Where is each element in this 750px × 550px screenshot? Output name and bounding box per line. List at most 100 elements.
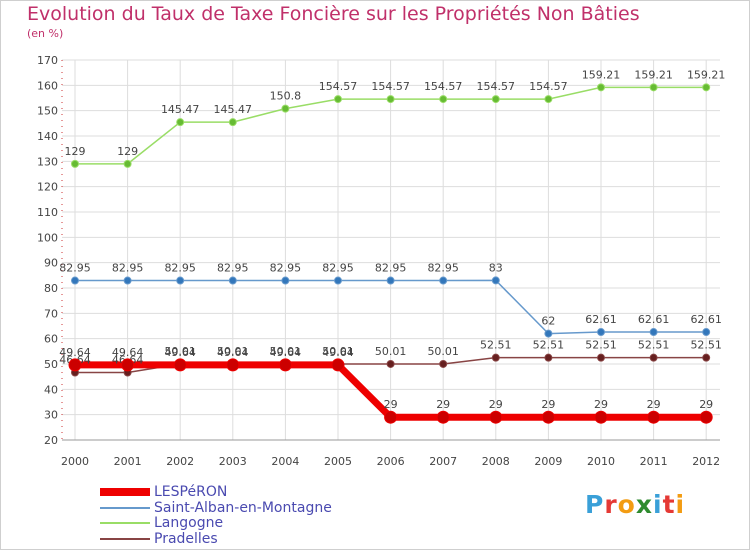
data-point	[71, 276, 79, 285]
data-point	[226, 358, 240, 372]
data-label: 82.95	[164, 262, 196, 275]
data-label: 82.95	[217, 262, 249, 275]
data-label: 82.95	[427, 262, 459, 275]
data-point	[702, 353, 711, 362]
data-label: 29	[647, 398, 661, 411]
data-point	[489, 410, 503, 424]
data-label: 49.64	[164, 346, 196, 359]
data-label: 49.64	[217, 346, 249, 359]
data-label: 49.64	[270, 346, 302, 359]
legend-item-saint-alban: Saint-Alban-en-Montagne	[100, 500, 332, 516]
data-point	[173, 358, 187, 372]
data-label: 145.47	[214, 103, 253, 116]
y-tick-label: 80	[44, 282, 58, 295]
x-tick-label: 2012	[692, 455, 720, 468]
data-point	[597, 83, 605, 92]
data-label: 82.95	[270, 262, 302, 275]
data-label: 154.57	[424, 80, 463, 93]
data-label: 49.64	[322, 346, 354, 359]
x-tick-label: 2008	[482, 455, 510, 468]
legend-item-lesperon: LESPéRON	[100, 484, 227, 500]
y-tick-label: 120	[37, 181, 58, 194]
legend-item-langogne: Langogne	[100, 515, 223, 531]
data-label: 29	[594, 398, 608, 411]
data-point	[334, 95, 342, 104]
data-point	[386, 359, 395, 368]
logo-letter: t	[662, 490, 676, 519]
data-label: 62.61	[585, 313, 617, 326]
data-label: 52.51	[533, 339, 565, 352]
data-label: 129	[117, 145, 138, 158]
data-point	[228, 118, 237, 127]
data-point	[176, 276, 185, 285]
data-point	[176, 118, 185, 127]
data-point	[702, 83, 711, 92]
data-point	[123, 159, 132, 168]
legend-label: Pradelles	[154, 531, 218, 547]
legend-label: LESPéRON	[154, 484, 228, 500]
data-point	[594, 410, 608, 424]
data-label: 83	[489, 261, 503, 274]
x-tick-label: 2004	[271, 455, 299, 468]
y-tick-label: 30	[44, 409, 58, 422]
data-point	[121, 358, 135, 372]
x-tick-label: 2006	[377, 455, 405, 468]
y-tick-label: 70	[44, 307, 58, 320]
data-label: 159.21	[582, 68, 621, 81]
x-tick-label: 2009	[534, 455, 562, 468]
proxiti-logo: Proxiti	[585, 490, 685, 519]
y-tick-label: 130	[37, 155, 58, 168]
y-tick-label: 50	[44, 358, 58, 371]
y-tick-label: 170	[37, 54, 58, 67]
data-label: 159.21	[634, 68, 673, 81]
data-point	[544, 353, 553, 362]
data-point	[541, 410, 555, 424]
data-label: 62	[541, 315, 555, 328]
logo-letter: i	[653, 490, 663, 519]
data-point	[702, 328, 711, 337]
x-tick-label: 2011	[640, 455, 668, 468]
x-tick-label: 2003	[219, 455, 247, 468]
data-label: 82.95	[375, 262, 407, 275]
data-point	[228, 276, 237, 285]
y-tick-label: 40	[44, 383, 58, 396]
x-tick-label: 2002	[166, 455, 194, 468]
data-label: 154.57	[529, 80, 568, 93]
data-label: 154.57	[319, 80, 358, 93]
data-label: 129	[65, 145, 86, 158]
legend-swatch	[100, 538, 150, 540]
y-tick-label: 160	[37, 79, 58, 92]
data-label: 50.01	[375, 345, 407, 358]
data-label: 29	[699, 398, 713, 411]
data-label: 49.64	[59, 346, 91, 359]
data-point	[436, 410, 450, 424]
data-label: 62.61	[690, 313, 722, 326]
data-label: 29	[489, 398, 503, 411]
data-point	[649, 83, 658, 92]
legend-label: Saint-Alban-en-Montagne	[154, 500, 332, 516]
data-point	[439, 276, 448, 285]
x-tick-label: 2010	[587, 455, 615, 468]
data-label: 50.01	[270, 345, 302, 358]
data-label: 145.47	[161, 103, 200, 116]
y-tick-label: 100	[37, 231, 58, 244]
y-tick-label: 90	[44, 257, 58, 270]
data-point	[334, 276, 342, 285]
y-tick-label: 20	[44, 434, 58, 447]
data-label: 154.57	[477, 80, 516, 93]
data-point	[647, 410, 661, 424]
data-label: 159.21	[687, 68, 726, 81]
data-label: 29	[436, 398, 450, 411]
data-point	[281, 104, 290, 113]
data-point	[386, 95, 395, 104]
data-point	[68, 358, 82, 372]
data-point	[281, 276, 290, 285]
data-label: 29	[541, 398, 555, 411]
logo-letter: i	[675, 490, 686, 519]
logo-letter: r	[604, 490, 618, 519]
data-label: 52.51	[585, 339, 617, 352]
logo-letter: P	[585, 490, 605, 519]
data-point	[123, 276, 132, 285]
data-label: 154.57	[371, 80, 410, 93]
